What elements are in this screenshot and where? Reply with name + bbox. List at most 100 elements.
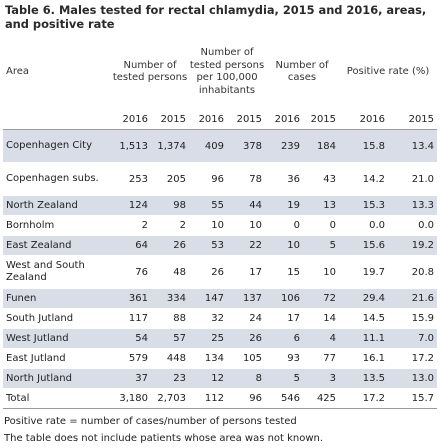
total-value-cell: 3,180 bbox=[111, 388, 151, 409]
value-cell: 21.0 bbox=[388, 162, 438, 196]
value-cell: 105 bbox=[227, 348, 266, 369]
value-cell: 137 bbox=[227, 288, 266, 309]
value-cell: 579 bbox=[111, 348, 151, 369]
value-cell: 0 bbox=[265, 215, 304, 236]
value-cell: 10 bbox=[265, 235, 304, 256]
year-label: 2016 bbox=[189, 110, 228, 130]
value-cell: 16.1 bbox=[339, 348, 389, 369]
value-cell: 17.2 bbox=[388, 348, 438, 369]
year-label: 2016 bbox=[111, 110, 151, 130]
value-cell: 2 bbox=[111, 215, 151, 236]
table-row: Copenhagen City 1,513 1,374 409 378 239 184 15.… bbox=[3, 129, 438, 163]
table-row: North Zealand 124 98 55 44 19 13 15.3 13.3 bbox=[3, 195, 438, 216]
area-cell: Copenhagen subs. bbox=[3, 162, 111, 196]
value-cell: 448 bbox=[151, 348, 190, 369]
table-row: West and South Zealand 76 48 26 17 15 10 19.7 20… bbox=[3, 255, 438, 289]
value-cell: 14.5 bbox=[339, 308, 389, 329]
value-cell: 7.0 bbox=[388, 328, 438, 349]
value-cell: 98 bbox=[151, 195, 190, 216]
year-row: 2016 2015 2016 2015 2016 2015 2016 2015 bbox=[3, 110, 438, 130]
value-cell: 334 bbox=[151, 288, 190, 309]
area-cell: East Jutland bbox=[3, 348, 111, 369]
value-cell: 117 bbox=[111, 308, 151, 329]
value-cell: 96 bbox=[189, 162, 228, 196]
value-cell: 37 bbox=[111, 368, 151, 389]
value-cell: 147 bbox=[189, 288, 228, 309]
value-cell: 124 bbox=[111, 195, 151, 216]
value-cell: 378 bbox=[227, 129, 266, 163]
table-notes: Positive rate = number of cases/number o… bbox=[0, 409, 440, 447]
header-tested: Number of tested persons bbox=[112, 59, 188, 84]
value-cell: 8 bbox=[227, 368, 266, 389]
area-cell: South Jutland bbox=[3, 308, 111, 329]
value-cell: 88 bbox=[151, 308, 190, 329]
value-cell: 77 bbox=[303, 348, 340, 369]
table-row: Bornholm 2 2 10 10 0 0 0.0 0.0 bbox=[3, 215, 438, 236]
year-label: 2015 bbox=[151, 110, 190, 130]
total-value-cell: 17.2 bbox=[339, 388, 389, 409]
value-cell: 93 bbox=[265, 348, 304, 369]
value-cell: 36 bbox=[265, 162, 304, 196]
total-value-cell: 112 bbox=[189, 388, 228, 409]
value-cell: 54 bbox=[111, 328, 151, 349]
value-cell: 239 bbox=[265, 129, 304, 163]
value-cell: 17 bbox=[227, 255, 266, 289]
value-cell: 106 bbox=[265, 288, 304, 309]
value-cell: 4 bbox=[303, 328, 340, 349]
value-cell: 5 bbox=[303, 235, 340, 256]
year-label: 2015 bbox=[388, 110, 438, 130]
value-cell: 72 bbox=[303, 288, 340, 309]
total-label: Total bbox=[3, 388, 111, 409]
table-row: Copenhagen subs. 253 205 96 78 36 43 14.2 21.0 bbox=[3, 162, 438, 196]
value-cell: 409 bbox=[189, 129, 228, 163]
value-cell: 24 bbox=[227, 308, 266, 329]
value-cell: 19 bbox=[265, 195, 304, 216]
area-cell: Bornholm bbox=[3, 215, 111, 236]
value-cell: 5 bbox=[265, 368, 304, 389]
note-area-unknown: The table does not include patients whos… bbox=[4, 433, 324, 444]
value-cell: 55 bbox=[189, 195, 228, 216]
value-cell: 19.7 bbox=[339, 255, 389, 289]
value-cell: 11.1 bbox=[339, 328, 389, 349]
value-cell: 25 bbox=[189, 328, 228, 349]
value-cell: 1,513 bbox=[111, 129, 151, 163]
value-cell: 29.4 bbox=[339, 288, 389, 309]
value-cell: 2 bbox=[151, 215, 190, 236]
value-cell: 10 bbox=[227, 215, 266, 236]
value-cell: 15.6 bbox=[339, 235, 389, 256]
area-cell: West and South Zealand bbox=[3, 255, 111, 289]
value-cell: 26 bbox=[227, 328, 266, 349]
area-cell: North Zealand bbox=[3, 195, 111, 216]
value-cell: 44 bbox=[227, 195, 266, 216]
value-cell: 14.2 bbox=[339, 162, 389, 196]
table-title: Table 6. Males tested for rectal chlamyd… bbox=[5, 3, 427, 31]
total-value-cell: 15.7 bbox=[388, 388, 438, 409]
area-cell: East Zealand bbox=[3, 235, 111, 256]
year-label: 2016 bbox=[265, 110, 304, 130]
value-cell: 43 bbox=[303, 162, 340, 196]
year-label: 2015 bbox=[227, 110, 266, 130]
value-cell: 22 bbox=[227, 235, 266, 256]
year-area-cell bbox=[3, 110, 111, 130]
value-cell: 14 bbox=[303, 308, 340, 329]
year-label: 2016 bbox=[339, 110, 389, 130]
value-cell: 13.0 bbox=[388, 368, 438, 389]
value-cell: 48 bbox=[151, 255, 190, 289]
area-cell: Funen bbox=[3, 288, 111, 309]
value-cell: 15.3 bbox=[339, 195, 389, 216]
value-cell: 32 bbox=[189, 308, 228, 329]
chlamydia-table: Area Number of tested persons Number of … bbox=[3, 34, 438, 409]
value-cell: 0 bbox=[303, 215, 340, 236]
table-row: East Zealand 64 26 53 22 10 5 15.6 19.2 bbox=[3, 235, 438, 256]
value-cell: 3 bbox=[303, 368, 340, 389]
value-cell: 57 bbox=[151, 328, 190, 349]
header-per-100k: Number of tested persons per 100,000 inh… bbox=[189, 47, 265, 96]
value-cell: 13.5 bbox=[339, 368, 389, 389]
header-area: Area bbox=[6, 65, 30, 77]
value-cell: 78 bbox=[227, 162, 266, 196]
value-cell: 53 bbox=[189, 235, 228, 256]
area-cell: North Jutland bbox=[3, 368, 111, 389]
value-cell: 20.8 bbox=[388, 255, 438, 289]
total-value-cell: 546 bbox=[265, 388, 304, 409]
value-cell: 253 bbox=[111, 162, 151, 196]
